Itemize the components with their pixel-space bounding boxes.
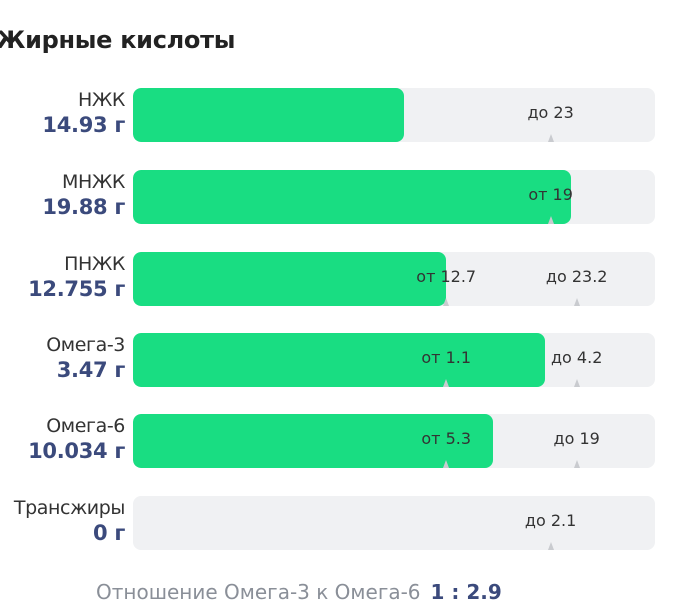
omega-ratio-value: 1 : 2.9 <box>430 580 502 604</box>
progress-bar: до 2.1 <box>133 496 655 550</box>
nutrient-name: ПНЖК <box>64 253 125 275</box>
nutrient-label: МНЖК 19.88 г <box>42 170 125 220</box>
marker-triangle-icon <box>573 298 580 306</box>
norm-label: до 23 <box>527 103 574 122</box>
nutrient-row: ПНЖК 12.755 г от 12.7 до 23.2 <box>0 252 680 306</box>
progress-fill <box>133 333 546 387</box>
nutrient-value: 3.47 г <box>56 358 126 382</box>
nutrient-name: Трансжиры <box>13 497 126 519</box>
nutrient-row: НЖК 14.93 г до 23 <box>0 88 680 142</box>
nutrient-name: НЖК <box>77 89 125 111</box>
progress-fill <box>133 170 572 224</box>
norm-label: до 4.2 <box>550 348 603 367</box>
marker-triangle-icon <box>443 298 450 306</box>
progress-bar: от 5.3 до 19 <box>133 414 655 468</box>
nutrient-value: 14.93 г <box>42 113 125 137</box>
nutrient-value: 12.755 г <box>28 277 125 301</box>
progress-bar: до 23 <box>133 88 655 142</box>
marker-triangle-icon <box>547 216 554 224</box>
progress-fill <box>133 414 494 468</box>
norm-label: до 19 <box>553 429 600 448</box>
progress-bar: от 19 <box>133 170 655 224</box>
nutrient-row: Омега-3 3.47 г от 1.1 до 4.2 <box>0 333 680 387</box>
nutrient-value: 0 г <box>93 521 125 545</box>
marker-triangle-icon <box>547 134 554 142</box>
marker-triangle-icon <box>547 542 554 550</box>
marker-triangle-icon <box>573 460 580 468</box>
progress-fill <box>133 252 447 306</box>
nutrient-row: Омега-6 10.034 г от 5.3 до 19 <box>0 414 680 468</box>
norm-label: от 1.1 <box>421 348 472 367</box>
nutrient-label: ПНЖК 12.755 г <box>28 252 125 302</box>
marker-triangle-icon <box>443 460 450 468</box>
norm-label: до 2.1 <box>524 511 577 530</box>
section-title: Жирные кислоты <box>0 26 236 54</box>
nutrient-label: Омега-6 10.034 г <box>28 414 125 464</box>
nutrient-row: Трансжиры 0 г до 2.1 <box>0 496 680 550</box>
omega-ratio: Отношение Омега-3 к Омега-6 1 : 2.9 <box>96 580 502 604</box>
norm-label: от 12.7 <box>416 267 477 286</box>
nutrient-row: МНЖК 19.88 г от 19 <box>0 170 680 224</box>
progress-bar: от 1.1 до 4.2 <box>133 333 655 387</box>
progress-bar: от 12.7 до 23.2 <box>133 252 655 306</box>
norm-label: до 23.2 <box>545 267 608 286</box>
marker-triangle-icon <box>573 379 580 387</box>
nutrient-value: 19.88 г <box>42 195 125 219</box>
nutrient-label: НЖК 14.93 г <box>42 88 125 138</box>
nutrient-name: Омега-6 <box>46 415 125 437</box>
nutrient-name: Омега-3 <box>46 334 125 356</box>
progress-fill <box>133 88 405 142</box>
norm-label: от 5.3 <box>421 429 472 448</box>
nutrient-value: 10.034 г <box>28 439 125 463</box>
nutrient-name: МНЖК <box>61 171 125 193</box>
norm-label: от 19 <box>528 185 573 204</box>
marker-triangle-icon <box>443 379 450 387</box>
nutrient-label: Омега-3 3.47 г <box>46 333 125 383</box>
nutrient-label: Трансжиры 0 г <box>13 496 126 546</box>
omega-ratio-label: Отношение Омега-3 к Омега-6 <box>96 580 421 604</box>
